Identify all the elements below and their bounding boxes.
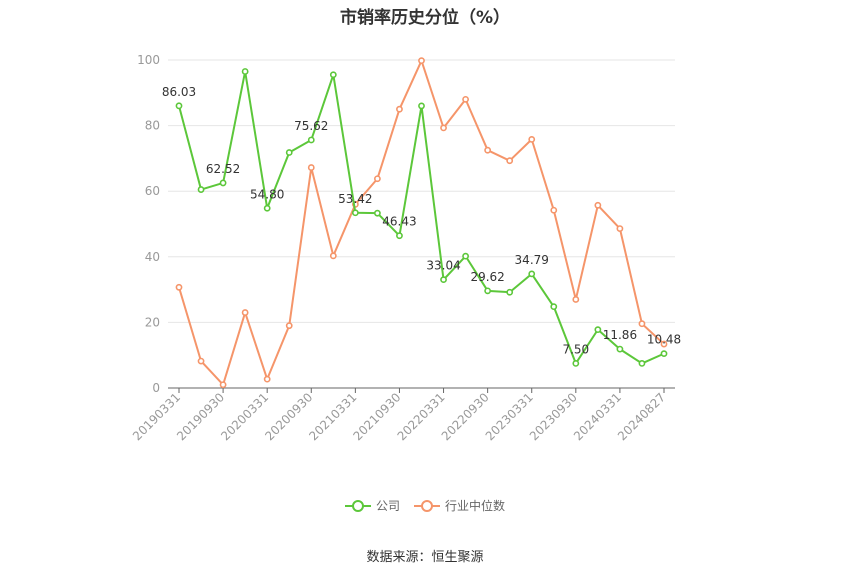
data-point-industry-median	[197, 357, 205, 365]
data-point-company	[616, 345, 624, 353]
data-point-industry-median	[418, 57, 425, 65]
data-point-industry-median	[219, 381, 227, 389]
data-label: 29.62	[470, 270, 504, 284]
y-tick-label: 60	[145, 184, 160, 198]
y-tick-label: 20	[145, 315, 160, 329]
data-point-company	[307, 136, 315, 144]
data-point-company	[374, 209, 381, 217]
data-label: 62.52	[206, 162, 240, 176]
legend-label-industry-median: 行业中位数	[445, 499, 506, 513]
y-tick-label: 40	[145, 250, 160, 264]
data-point-industry-median	[263, 375, 271, 383]
legend: 公司 行业中位数	[0, 497, 850, 514]
data-point-company	[572, 359, 580, 367]
data-label: 86.03	[162, 85, 196, 99]
data-point-company	[351, 209, 359, 217]
data-point-company	[241, 68, 249, 75]
data-point-industry-median	[484, 146, 492, 154]
data-point-industry-median	[660, 340, 668, 348]
y-tick-label: 100	[137, 53, 160, 67]
data-point-industry-median	[572, 296, 580, 303]
y-tick-label: 0	[152, 381, 160, 395]
data-point-company	[528, 270, 536, 278]
data-point-industry-median	[594, 201, 602, 209]
data-point-industry-median	[307, 164, 315, 171]
data-label: 11.86	[603, 328, 637, 342]
data-point-company	[197, 186, 205, 193]
data-point-company	[660, 350, 668, 358]
axes: 0204060801002019033120190930202003312020…	[130, 53, 675, 443]
data-label: 34.79	[515, 253, 549, 267]
data-point-company	[175, 102, 183, 110]
source-note: 数据来源：恒生聚源	[366, 550, 484, 565]
data-labels: 86.03 62.52 54.80 75.62 53.42 46.43 33.04 29.62…	[162, 85, 681, 357]
x-tick-label: 20240827	[615, 390, 668, 443]
data-point-industry-median	[396, 105, 403, 113]
series-lines	[175, 57, 668, 389]
legend-item-company[interactable]: 公司	[344, 497, 400, 514]
data-point-company	[484, 287, 492, 295]
y-tick-label: 80	[145, 119, 160, 133]
data-label: 33.04	[426, 259, 460, 273]
data-point-company	[506, 288, 514, 296]
data-point-company	[638, 359, 646, 367]
data-point-company	[594, 326, 602, 334]
data-label: 46.43	[382, 215, 416, 229]
data-point-company	[440, 276, 447, 284]
data-point-industry-median	[506, 157, 514, 165]
data-point-industry-median	[638, 320, 646, 328]
data-point-company	[396, 232, 403, 240]
data-point-company	[219, 179, 227, 187]
series-line-company	[178, 70, 665, 365]
data-point-company	[285, 149, 293, 156]
data-point-company	[550, 303, 558, 311]
legend-item-industry-median[interactable]: 行业中位数	[414, 497, 505, 514]
data-label: 10.48	[647, 333, 681, 347]
legend-marker-industry-median	[414, 499, 440, 512]
data-point-company	[418, 102, 425, 110]
legend-label-company: 公司	[375, 499, 400, 513]
data-label: 53.42	[338, 192, 372, 206]
data-point-industry-median	[175, 283, 183, 291]
data-label: 7.50	[562, 342, 589, 356]
grid-lines	[168, 59, 675, 323]
chart-title: 市销率历史分位（%）	[339, 8, 511, 28]
data-point-industry-median	[462, 95, 469, 103]
data-point-industry-median	[285, 322, 293, 330]
data-point-industry-median	[440, 124, 447, 132]
data-point-company	[462, 252, 469, 260]
data-point-company	[329, 71, 337, 79]
data-label: 54.80	[250, 187, 284, 201]
data-label: 75.62	[294, 119, 328, 133]
data-point-company	[263, 204, 271, 212]
data-point-industry-median	[616, 225, 624, 232]
data-point-industry-median	[550, 206, 558, 214]
data-point-industry-median	[241, 309, 249, 316]
data-point-industry-median	[374, 175, 381, 183]
data-point-industry-median	[329, 252, 337, 260]
legend-marker-company	[344, 499, 371, 512]
data-point-industry-median	[528, 135, 536, 143]
